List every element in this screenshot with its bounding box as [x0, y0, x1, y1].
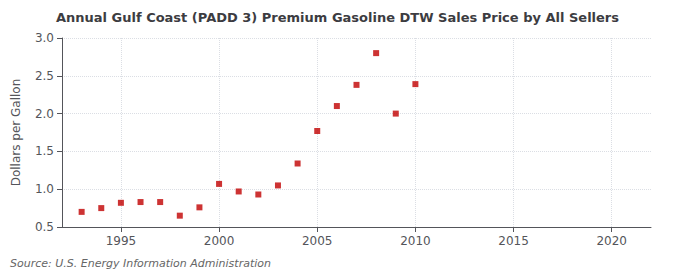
svg-text:Dollars per Gallon: Dollars per Gallon [9, 79, 23, 187]
svg-text:2020: 2020 [596, 234, 627, 248]
svg-text:2015: 2015 [498, 234, 529, 248]
svg-text:2.0: 2.0 [35, 107, 54, 121]
svg-text:2000: 2000 [204, 234, 235, 248]
svg-text:1.0: 1.0 [35, 182, 54, 196]
svg-text:1.5: 1.5 [35, 144, 54, 158]
svg-text:2.5: 2.5 [35, 69, 54, 83]
svg-text:Annual Gulf Coast (PADD 3) Pre: Annual Gulf Coast (PADD 3) Premium Gasol… [56, 10, 619, 25]
svg-text:Source: U.S. Energy Informatio: Source: U.S. Energy Information Administ… [10, 257, 271, 270]
svg-text:1995: 1995 [106, 234, 137, 248]
svg-text:2005: 2005 [302, 234, 333, 248]
svg-text:2010: 2010 [400, 234, 431, 248]
svg-text:0.5: 0.5 [35, 220, 54, 234]
svg-text:3.0: 3.0 [35, 31, 54, 45]
